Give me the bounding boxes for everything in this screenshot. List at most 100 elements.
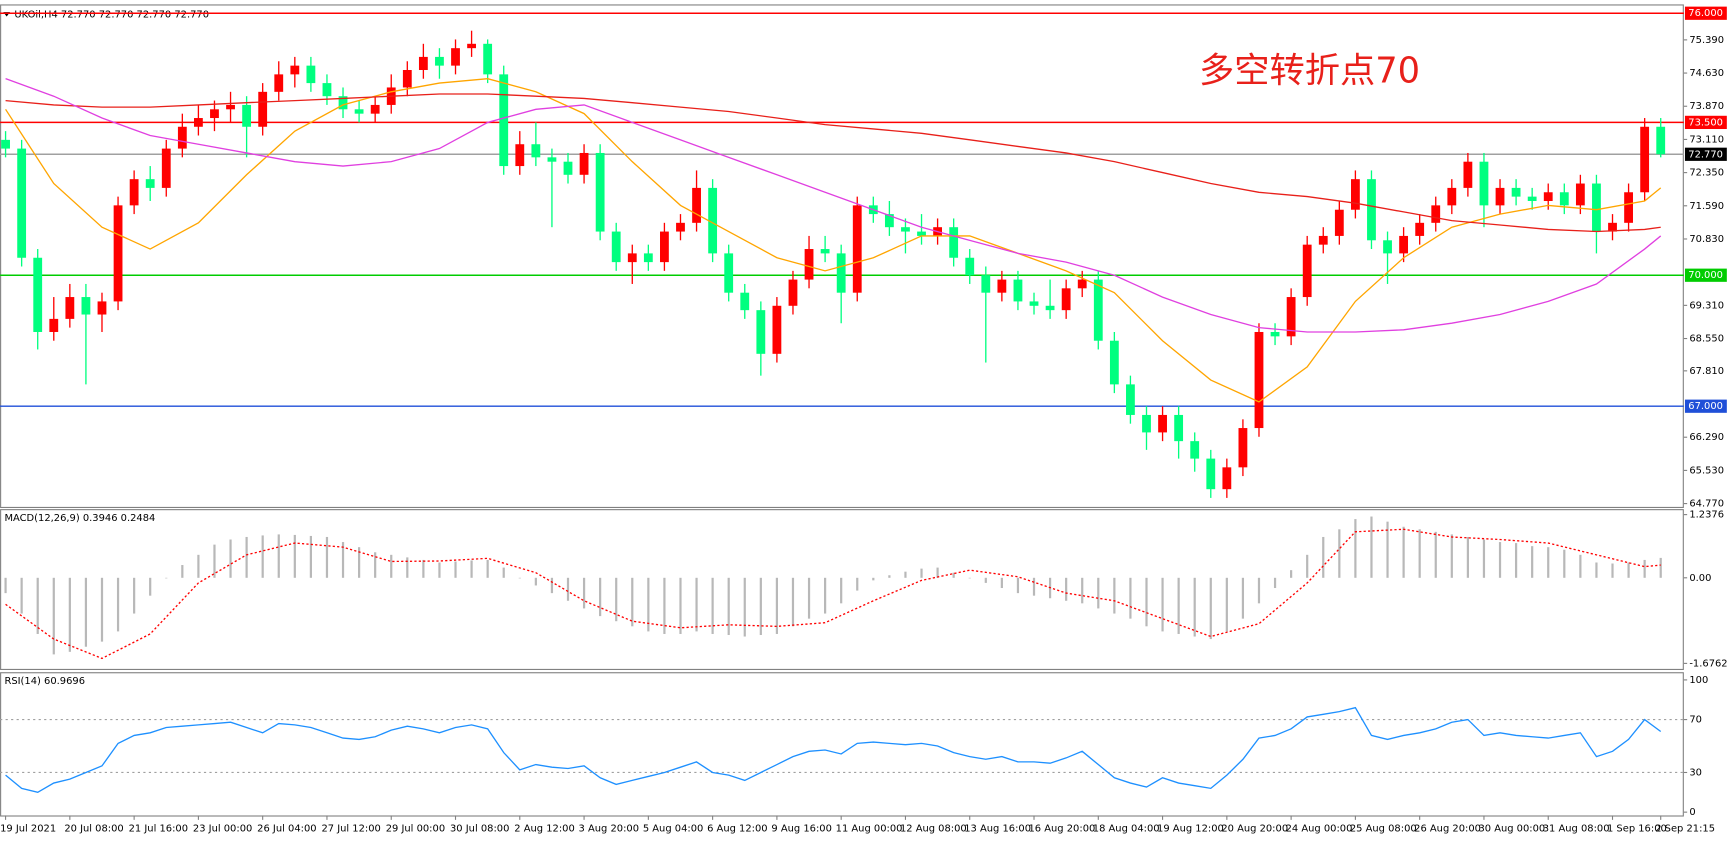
candle-body xyxy=(33,257,43,332)
candle-body xyxy=(1479,161,1489,206)
y-tick-label: 74.630 xyxy=(1689,68,1724,79)
candle-body xyxy=(258,91,268,127)
macd-bar xyxy=(325,536,329,578)
macd-bar xyxy=(631,577,634,627)
macd-bar xyxy=(1611,563,1614,578)
level-label: 70.000 xyxy=(1688,270,1723,281)
candle-body xyxy=(226,104,235,110)
macd-bar xyxy=(952,572,955,578)
candle-body xyxy=(1045,305,1055,311)
macd-bar xyxy=(824,577,827,614)
candle-body xyxy=(1029,301,1039,306)
macd-bar xyxy=(1193,577,1196,637)
candle-body xyxy=(1013,279,1023,302)
y-tick-label: 0.00 xyxy=(1689,573,1711,584)
candle-body xyxy=(611,231,621,263)
macd-bar xyxy=(663,577,666,634)
candle-body xyxy=(1543,192,1553,201)
y-tick-label: 100 xyxy=(1689,675,1708,686)
y-tick-label: 64.770 xyxy=(1689,499,1724,510)
macd-bar xyxy=(1016,577,1020,594)
macd-bar xyxy=(181,565,184,578)
x-tick-label: 2 Aug 12:00 xyxy=(514,824,575,835)
macd-bar xyxy=(1450,534,1453,578)
candle-body xyxy=(1174,414,1184,442)
y-tick-label: 72.350 xyxy=(1689,168,1724,179)
candle-body xyxy=(1142,414,1151,433)
candle-body xyxy=(1463,161,1473,188)
macd-bar xyxy=(984,577,987,583)
macd-bar xyxy=(840,577,843,604)
rsi-line xyxy=(5,706,1662,794)
y-tick-label: 65.530 xyxy=(1689,465,1724,476)
y-tick-label: 69.310 xyxy=(1689,300,1724,311)
candle-body xyxy=(836,253,846,293)
y-tick-label: 1.2376 xyxy=(1689,510,1724,521)
macd-bar xyxy=(4,577,7,594)
candle-body xyxy=(1318,235,1328,245)
candle-body xyxy=(1383,240,1392,254)
candle-body xyxy=(49,318,59,332)
y-tick-label: 68.550 xyxy=(1689,334,1724,345)
x-tick-label: 13 Aug 16:00 xyxy=(964,824,1031,835)
candle-body xyxy=(949,227,959,258)
candle-body xyxy=(1238,428,1248,468)
candle-body xyxy=(515,144,525,167)
y-tick-label: 73.110 xyxy=(1689,134,1724,145)
candle-body xyxy=(820,249,830,254)
macd-bar xyxy=(1418,529,1421,578)
macd-bar xyxy=(1595,562,1598,578)
macd-bar xyxy=(293,534,296,578)
candle-body xyxy=(1399,235,1409,254)
macd-bar xyxy=(968,577,971,579)
macd-bar xyxy=(791,577,795,627)
macd-bar xyxy=(550,577,554,594)
candle-body xyxy=(563,161,573,175)
candle-body xyxy=(242,104,252,127)
macd-bar xyxy=(904,571,907,578)
level-label-bg xyxy=(1684,115,1727,130)
candle-body xyxy=(595,152,605,232)
macd-bar xyxy=(1386,521,1389,578)
level-label: 76.000 xyxy=(1688,8,1723,19)
macd-title: MACD(12,26,9) 0.3946 0.2484 xyxy=(4,513,155,524)
candle-body xyxy=(1126,384,1135,415)
macd-bar xyxy=(229,539,232,578)
macd-bar xyxy=(856,577,859,591)
macd-bar xyxy=(1498,542,1502,578)
x-tick-label: 19 Aug 12:00 xyxy=(1157,824,1224,835)
candle-body xyxy=(274,74,284,92)
y-tick-label: 70 xyxy=(1689,715,1702,726)
x-tick-label: 2 Sep 21:15 xyxy=(1655,824,1715,835)
macd-bar xyxy=(1097,577,1100,609)
level-label-bg xyxy=(1684,147,1727,161)
candle-body xyxy=(322,83,332,97)
candle-body xyxy=(692,187,701,223)
candle-body xyxy=(1350,179,1360,210)
macd-bar xyxy=(759,577,762,635)
candle-body xyxy=(17,148,27,258)
candle-body xyxy=(547,157,557,162)
macd-bar xyxy=(920,568,923,578)
macd-bar xyxy=(1482,539,1486,578)
candle-body xyxy=(467,43,476,49)
y-tick-label: 70.830 xyxy=(1689,234,1724,245)
candle-body xyxy=(402,70,412,88)
macd-bar xyxy=(888,575,891,578)
candle-body xyxy=(1270,331,1280,337)
rsi-pane xyxy=(0,672,1684,817)
macd-bar xyxy=(1257,577,1261,604)
macd-bar xyxy=(743,577,746,637)
candle-body xyxy=(1222,467,1232,490)
level-label-bg xyxy=(1684,268,1727,282)
macd-bar xyxy=(1466,536,1469,578)
macd-bar xyxy=(68,577,71,652)
candle-body xyxy=(660,231,669,263)
macd-bar xyxy=(1370,516,1373,578)
x-tick-label: 20 Aug 20:00 xyxy=(1221,824,1288,835)
candle-body xyxy=(643,253,653,263)
candle-body xyxy=(804,249,814,280)
macd-bar xyxy=(936,567,939,578)
candle-body xyxy=(145,179,155,188)
macd-bar xyxy=(1273,577,1277,589)
